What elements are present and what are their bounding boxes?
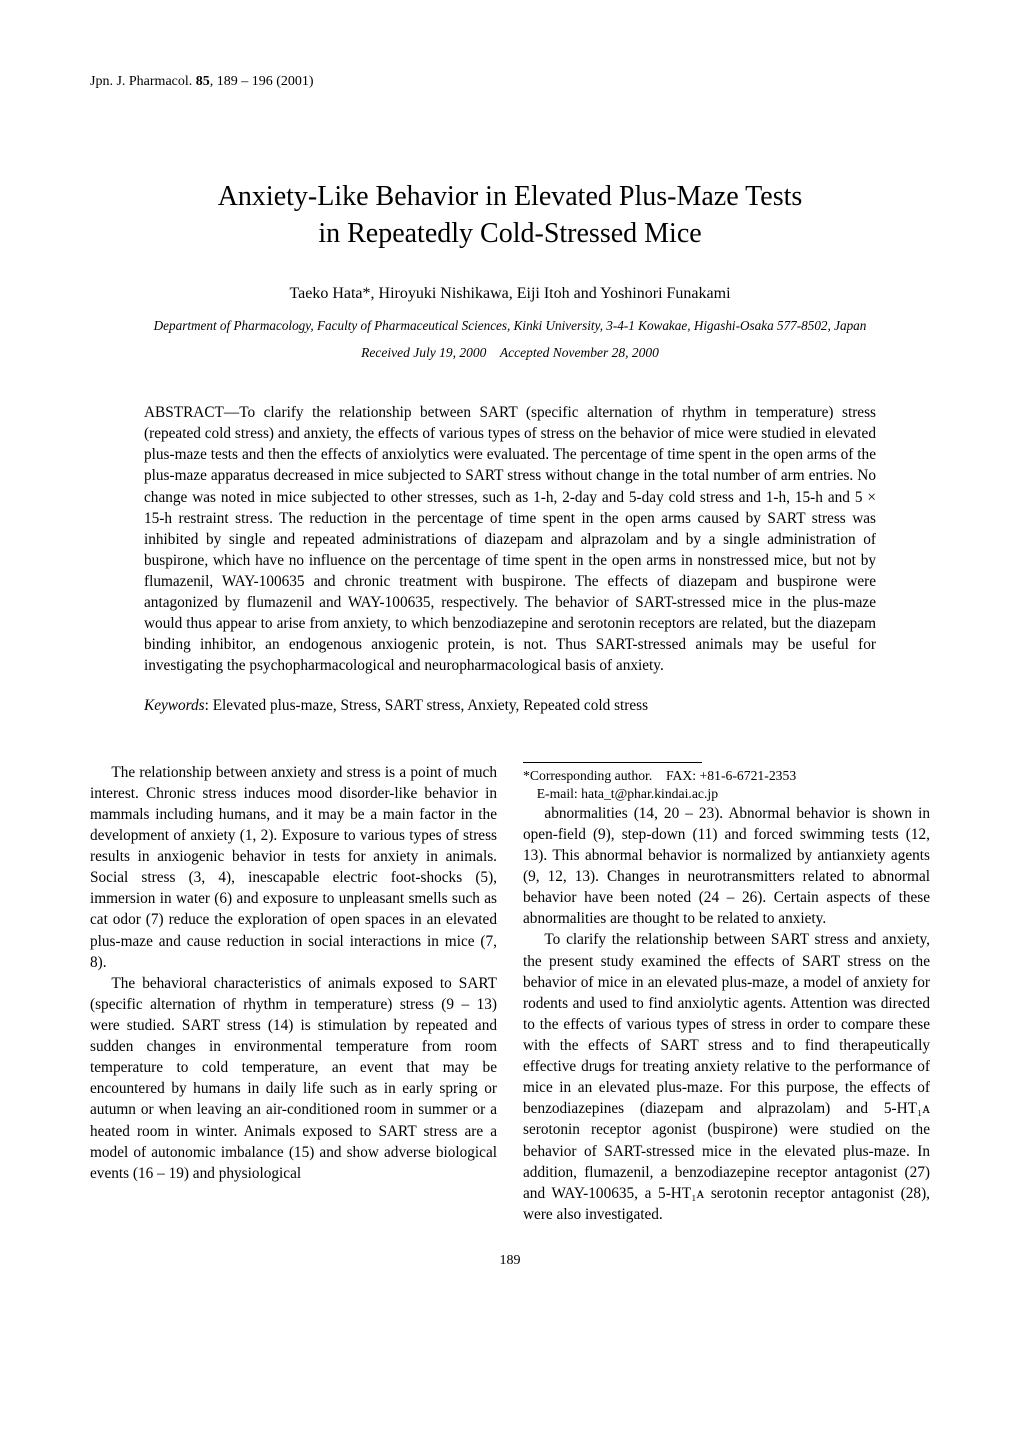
received-date: Received July 19, 2000 (361, 345, 486, 360)
article-title: Anxiety-Like Behavior in Elevated Plus-M… (90, 179, 930, 253)
footnote-block: *Corresponding author. FAX: +81-6-6721-2… (523, 762, 930, 803)
accepted-date: Accepted November 28, 2000 (500, 345, 659, 360)
footnote-separator (523, 762, 702, 763)
keywords: Keywords: Elevated plus-maze, Stress, SA… (144, 695, 876, 716)
body-paragraph: abnormalities (14, 20 – 23). Abnormal be… (523, 803, 930, 930)
abstract-body: To clarify the relationship between SART… (144, 404, 876, 674)
abstract-label: ABSTRACT— (144, 404, 239, 421)
body-paragraph: The behavioral characteristics of animal… (90, 973, 497, 1184)
corresponding-author-footnote: *Corresponding author. FAX: +81-6-6721-2… (523, 767, 930, 803)
page-number: 189 (90, 1251, 930, 1270)
article-dates: Received July 19, 2000 Accepted November… (90, 344, 930, 363)
footnote-line: *Corresponding author. FAX: +81-6-6721-2… (523, 767, 930, 785)
affiliation: Department of Pharmacology, Faculty of P… (90, 317, 930, 335)
title-line-2: in Repeatedly Cold-Stressed Mice (318, 218, 701, 249)
body-columns: The relationship between anxiety and str… (90, 762, 930, 1225)
journal-pages: 189 – 196 (217, 74, 273, 89)
keywords-label: Keywords (144, 697, 205, 714)
journal-volume: 85 (196, 74, 210, 89)
footnote-line: E-mail: hata_t@phar.kindai.ac.jp (523, 785, 930, 803)
keywords-body: : Elevated plus-maze, Stress, SART stres… (205, 697, 648, 714)
journal-reference: Jpn. J. Pharmacol. 85, 189 – 196 (2001) (90, 72, 930, 91)
body-paragraph: The relationship between anxiety and str… (90, 762, 497, 973)
abstract: ABSTRACT—To clarify the relationship bet… (144, 402, 876, 676)
journal-year: (2001) (276, 74, 313, 89)
title-line-1: Anxiety-Like Behavior in Elevated Plus-M… (218, 181, 803, 212)
body-paragraph: To clarify the relationship between SART… (523, 929, 930, 1225)
journal-name: Jpn. J. Pharmacol. (90, 74, 192, 89)
authors: Taeko Hata*, Hiroyuki Nishikawa, Eiji It… (90, 283, 930, 305)
